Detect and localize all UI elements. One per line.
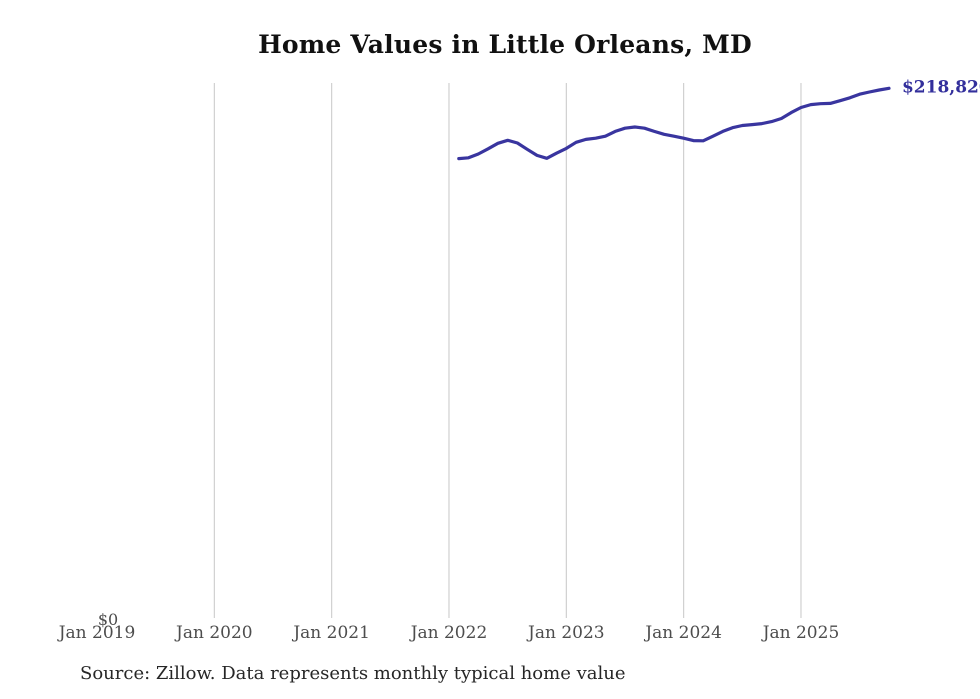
- x-axis-tick-label: Jan 2025: [761, 623, 840, 643]
- x-axis-tick-label: Jan 2019: [57, 623, 136, 643]
- source-note: Source: Zillow. Data represents monthly …: [80, 663, 626, 684]
- x-axis-tick-label: Jan 2023: [526, 623, 605, 643]
- chart-title: Home Values in Little Orleans, MD: [258, 30, 752, 59]
- x-axis-tick-label: Jan 2024: [643, 623, 722, 643]
- x-axis-tick-label: Jan 2022: [409, 623, 488, 643]
- x-axis-tick-label: Jan 2020: [174, 623, 253, 643]
- y-axis-zero-label: $0: [98, 610, 118, 629]
- home-value-line: [457, 86, 891, 161]
- latest-value-label: $218,820: [902, 77, 980, 97]
- x-axis-tick-label: Jan 2021: [291, 623, 370, 643]
